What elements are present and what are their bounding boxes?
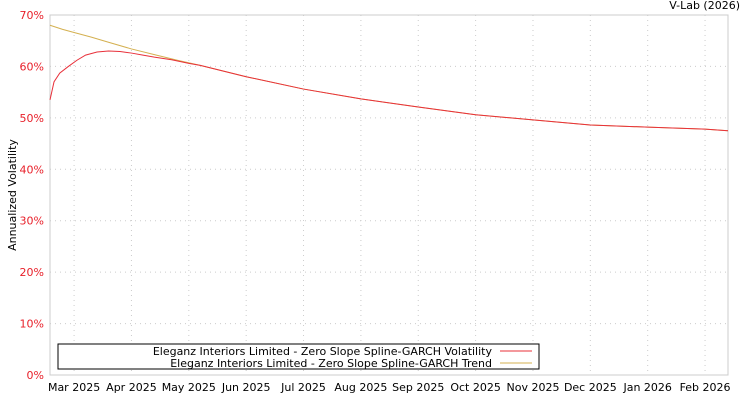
- y-tick-label: 40%: [20, 163, 44, 176]
- legend: Eleganz Interiors Limited - Zero Slope S…: [57, 343, 540, 370]
- x-tick-label: May 2025: [162, 381, 216, 394]
- y-tick-label: 60%: [20, 60, 44, 73]
- legend-label-volatility: Eleganz Interiors Limited - Zero Slope S…: [153, 345, 493, 358]
- trend-line: [49, 24, 729, 132]
- y-tick-label: 50%: [20, 112, 44, 125]
- legend-label-trend: Eleganz Interiors Limited - Zero Slope S…: [170, 357, 492, 370]
- x-tick-label: Jun 2025: [221, 381, 271, 394]
- x-tick-label: Jan 2026: [622, 381, 671, 394]
- x-tick-label: Nov 2025: [506, 381, 559, 394]
- plot-frame: [49, 14, 729, 376]
- y-tick-label: 70%: [20, 9, 44, 22]
- x-tick-label: Aug 2025: [334, 381, 387, 394]
- y-tick-label: 20%: [20, 266, 44, 279]
- x-tick-label: Oct 2025: [450, 381, 501, 394]
- credit-label: V-Lab (2026): [669, 0, 740, 12]
- x-tick-label: Apr 2025: [106, 381, 157, 394]
- y-tick-label: 30%: [20, 215, 44, 228]
- x-tick-label: Sep 2025: [392, 381, 444, 394]
- x-tick-label: Feb 2026: [680, 381, 731, 394]
- volatility-line: [49, 50, 729, 132]
- y-tick-label: 0%: [27, 369, 44, 382]
- y-tick-label: 10%: [20, 318, 44, 331]
- x-tick-label: Mar 2025: [48, 381, 100, 394]
- y-axis-label: Annualized Volatility: [6, 139, 19, 251]
- grid: [50, 15, 728, 375]
- x-tick-label: Dec 2025: [564, 381, 617, 394]
- x-tick-label: Jul 2025: [280, 381, 326, 394]
